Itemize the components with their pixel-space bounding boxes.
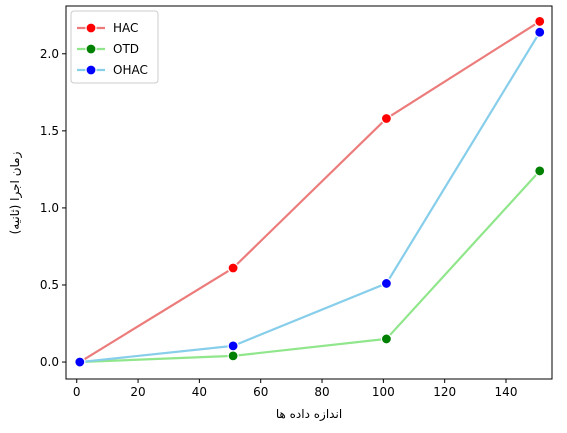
y-tick-label: 0.0 (40, 355, 59, 369)
series-otd (74, 165, 546, 368)
y-axis-ticks: 0.0 0.5 1.0 1.5 2.0 (40, 47, 66, 369)
series-layer (74, 15, 546, 368)
data-point-otd (534, 165, 546, 177)
data-point-otd (227, 350, 239, 362)
legend: HAC OTD OHAC (70, 10, 159, 84)
legend-marker-hac (85, 22, 97, 34)
y-axis-label: زمان اجرا (ثانیه) (8, 151, 23, 234)
data-point-otd (380, 333, 393, 345)
legend-label-ohac: OHAC (113, 63, 148, 77)
data-point-hac (227, 262, 239, 274)
series-ohac (74, 26, 546, 368)
legend-label-otd: OTD (113, 42, 139, 56)
series-line-ohac (79, 31, 541, 364)
data-point-ohac (534, 26, 546, 38)
data-point-hac (534, 15, 546, 28)
legend-marker-ohac (85, 64, 97, 76)
data-point-ohac (380, 277, 393, 290)
x-tick-label: 60 (253, 385, 268, 399)
data-point-ohac (74, 356, 86, 368)
y-tick-label: 2.0 (40, 47, 59, 61)
plot-frame (65, 5, 553, 380)
data-point-ohac (227, 340, 239, 352)
legend-label-hac: HAC (113, 21, 138, 35)
x-tick-label: 100 (372, 385, 395, 399)
x-tick-label: 40 (192, 385, 207, 399)
legend-marker-otd (85, 43, 97, 55)
y-tick-label: 1.0 (40, 201, 59, 215)
x-tick-label: 120 (433, 385, 456, 399)
series-line-otd (79, 170, 541, 364)
x-tick-label: 140 (495, 385, 518, 399)
x-tick-label: 0 (73, 385, 81, 399)
y-tick-label: 1.5 (40, 124, 59, 138)
x-tick-label: 80 (314, 385, 329, 399)
series-line-hac (79, 20, 541, 363)
data-point-hac (380, 112, 393, 125)
x-tick-label: 20 (130, 385, 145, 399)
x-axis-label: اندازه داده ها (276, 407, 342, 422)
x-axis-ticks: 0 20 40 60 80 100 120 140 (73, 379, 518, 399)
y-tick-label: 0.5 (40, 278, 59, 292)
